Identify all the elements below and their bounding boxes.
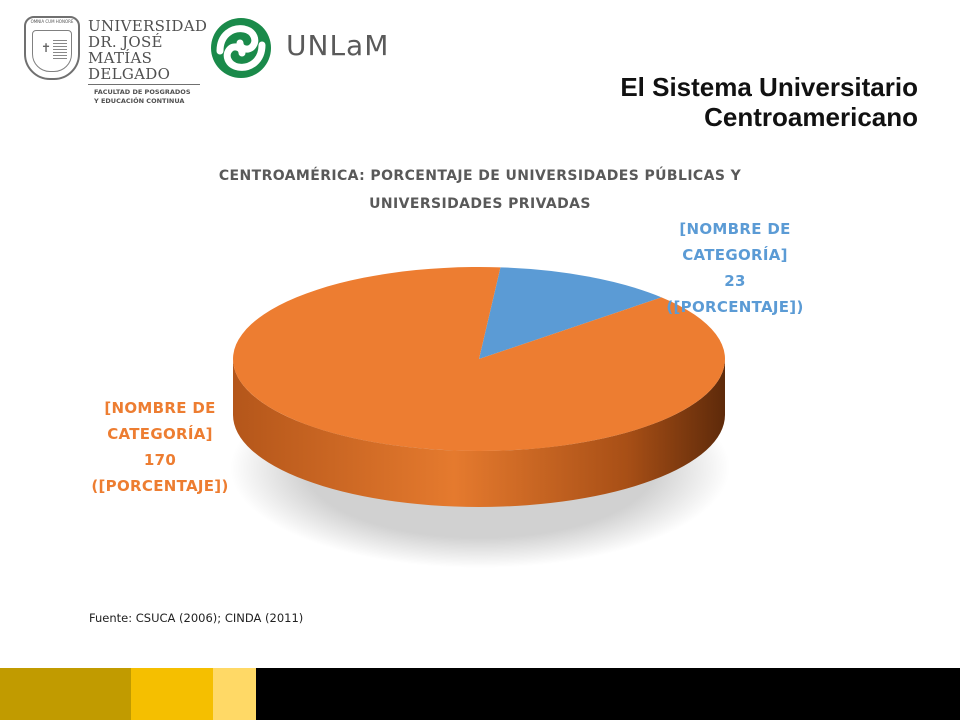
- footer-band-1: [0, 668, 131, 720]
- slide-title-line1: El Sistema Universitario: [620, 72, 918, 102]
- data-label-slice-1: [NOMBRE DE CATEGORÍA] 23 ([PORCENTAJE]): [650, 216, 820, 320]
- usam-wordmark: UNIVERSIDAD DR. JOSÉ MATÍAS DELGADO FACU…: [88, 18, 207, 106]
- seal-motto: OMNIA CUM HONORE: [30, 19, 74, 24]
- data-label-2-name-line2: CATEGORÍA]: [107, 425, 213, 443]
- university-seal-icon: OMNIA CUM HONORE ✝: [24, 16, 80, 80]
- slide-title-line2: Centroamericano: [704, 102, 918, 132]
- data-label-1-name-line2: CATEGORÍA]: [682, 246, 788, 264]
- unlam-wordmark: UNLaM: [286, 29, 390, 62]
- data-label-slice-2: [NOMBRE DE CATEGORÍA] 170 ([PORCENTAJE]): [75, 395, 245, 499]
- cross-icon: ✝: [41, 41, 52, 55]
- pie-slice-2: [233, 267, 726, 452]
- data-label-1-percent: ([PORCENTAJE]): [666, 298, 804, 316]
- usam-name-line2: MATÍAS DELGADO: [88, 49, 171, 83]
- usam-faculty-line1: FACULTAD DE POSGRADOS: [94, 88, 191, 96]
- pie-slice-1: [479, 267, 662, 359]
- pie-side-wall: [233, 359, 725, 507]
- data-label-2-value: 170: [143, 451, 177, 469]
- chart-title-line1: CENTROAMÉRICA: PORCENTAJE DE UNIVERSIDAD…: [218, 168, 742, 184]
- footer-band-3: [213, 668, 256, 720]
- unlam-emblem-icon: [211, 18, 271, 78]
- footer-band-2: [131, 668, 213, 720]
- unlam-logo: UNLaM: [208, 15, 398, 83]
- source-note: Fuente: CSUCA (2006); CINDA (2011): [89, 611, 304, 625]
- chart-title: CENTROAMÉRICA: PORCENTAJE DE UNIVERSIDAD…: [150, 162, 810, 218]
- usam-name-line1: UNIVERSIDAD DR. JOSÉ: [88, 17, 208, 51]
- footer-band-4: [256, 668, 960, 720]
- slide-title: El Sistema Universitario Centroamericano: [620, 72, 918, 132]
- data-label-1-name-line1: [NOMBRE DE: [679, 220, 791, 238]
- data-label-2-percent: ([PORCENTAJE]): [91, 477, 229, 495]
- data-label-2-name-line1: [NOMBRE DE: [104, 399, 216, 417]
- chart-title-line2: UNIVERSIDADES PRIVADAS: [369, 196, 591, 212]
- usam-logo: OMNIA CUM HONORE ✝ UNIVERSIDAD DR. JOSÉ …: [24, 14, 207, 105]
- usam-faculty-line2: Y EDUCACIÓN CONTINUA: [94, 97, 185, 105]
- data-label-1-value: 23: [724, 272, 746, 290]
